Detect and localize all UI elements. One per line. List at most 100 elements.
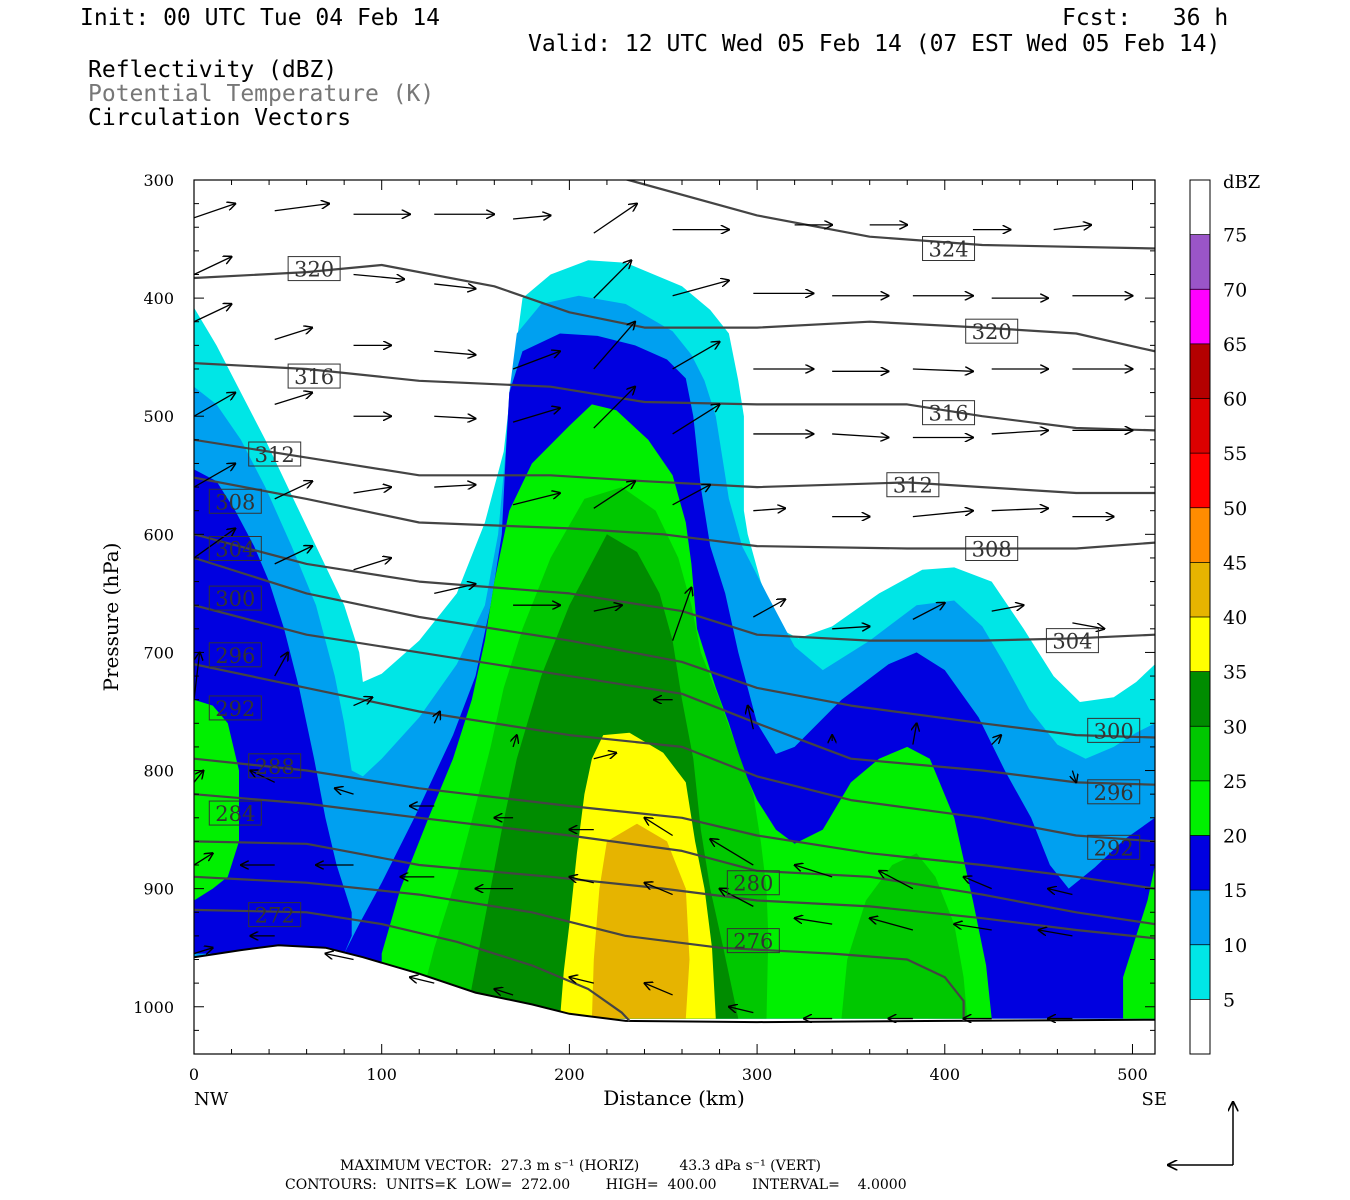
circulation-vector-105 [194, 948, 213, 954]
circulation-vector-66 [912, 603, 945, 620]
contour-label-20: 276 [733, 930, 773, 954]
colorbar-swatch-10 [1190, 453, 1210, 508]
circulation-vector-88 [710, 839, 754, 866]
contour-label-box-13 [208, 642, 262, 668]
circulation-vector-80 [1072, 770, 1076, 783]
contour-labels: 3243203203163163123123083083043043003002… [208, 236, 1141, 954]
contour-label-box-16 [1087, 834, 1141, 860]
contour-label-4: 316 [928, 402, 968, 426]
contour-label-box-8 [965, 535, 1019, 561]
x-tick-label-400: 400 [930, 1065, 961, 1084]
colorbar-swatch-1 [1190, 944, 1210, 1000]
reflectivity-region-25dbz-8 [841, 853, 968, 1019]
y-axis-title: Pressure (hPa) [99, 543, 123, 692]
colorbar-swatch-9 [1190, 507, 1210, 563]
contour-label-box-5 [248, 441, 302, 467]
colorbar-label-25: 25 [1223, 771, 1247, 793]
colorbar-label-75: 75 [1223, 225, 1247, 247]
circulation-vector-68 [1072, 622, 1104, 629]
contour-label-box-7 [208, 488, 262, 514]
circulation-vector-57 [194, 528, 235, 559]
circulation-vector-73 [513, 735, 517, 748]
circulation-vector-108 [410, 977, 435, 984]
circulation-vector-67 [991, 605, 1024, 612]
circulation-vector-63 [672, 587, 692, 641]
contour-label-box-21 [248, 902, 302, 928]
contour-label-box-14 [1087, 779, 1141, 805]
circulation-vector-45 [194, 463, 235, 488]
circulation-vector-64 [753, 599, 785, 618]
plot-frame [193, 179, 1156, 1055]
colorbar-swatch-8 [1190, 562, 1210, 617]
contour-info-note: CONTOURS: UNITS=K LOW= 272.00 HIGH= 400.… [285, 1177, 907, 1193]
contour-label-12: 300 [1094, 719, 1134, 743]
circulation-vector-91 [964, 877, 992, 890]
circulation-vector-30 [912, 369, 973, 371]
x-tick-label-200: 200 [554, 1065, 585, 1084]
circulation-vector-47 [353, 487, 392, 494]
colorbar-label-5: 5 [1223, 989, 1235, 1011]
colorbar-swatch-4 [1190, 780, 1210, 836]
circulation-vector-60 [434, 584, 475, 595]
contour-label-11: 300 [215, 587, 255, 611]
circulation-vector-51 [672, 485, 711, 506]
circulation-vector-24 [434, 351, 475, 355]
colorbar-swatch-11 [1190, 398, 1210, 454]
circulation-vectors [194, 204, 1132, 1019]
contour-label-box-1 [287, 256, 341, 282]
circulation-vector-92 [1048, 889, 1073, 896]
contour-label-box-20 [726, 928, 780, 954]
terrain-mask [194, 945, 1155, 1054]
circulation-vector-41 [832, 434, 888, 438]
axes: 300 400 500 600 700 800 900 1000 0 100 200 300 400 50… [133, 171, 1155, 1084]
colorbar-swatch-14 [1190, 234, 1210, 290]
colorbar: 5 10 15 20 25 30 35 40 45 50 55 60 65 70 75 [1189, 179, 1247, 1055]
field-potential-temperature: Potential Temperature (K) [88, 81, 435, 107]
circulation-vector-34 [274, 393, 313, 406]
circulation-vector-62 [593, 605, 622, 612]
colorbar-label-10: 10 [1223, 935, 1247, 957]
contour-label-box-9 [208, 535, 262, 561]
circulation-vector-33 [194, 393, 235, 417]
circulation-vector-55 [991, 508, 1048, 510]
colorbar-swatch-5 [1190, 726, 1210, 781]
contour-label-19: 280 [733, 872, 773, 896]
circulation-vector-110 [569, 977, 594, 984]
terrain-line [194, 944, 1155, 1054]
theta-contour-292 [194, 663, 1155, 843]
x-axis-title: Distance (km) [603, 1086, 745, 1110]
y-tick-label-800: 800 [143, 762, 174, 781]
theta-contour-284 [194, 793, 1155, 926]
circulation-vector-14 [593, 260, 632, 299]
theta-contour-320 [194, 263, 1155, 353]
circulation-vector-27 [672, 342, 720, 370]
y-tick-label-400: 400 [143, 289, 174, 308]
circulation-vector-87 [644, 818, 673, 837]
contour-label-box-2 [965, 318, 1019, 344]
circulation-vector-48 [434, 485, 475, 487]
theta-contour-276 [194, 875, 965, 1021]
circulation-vector-21 [194, 304, 232, 323]
contour-label-box-3 [287, 363, 341, 389]
colorbar-swatch-6 [1190, 671, 1210, 727]
circulation-vector-74 [593, 753, 617, 760]
theta-contour-316 [194, 362, 1155, 432]
y-tick-label-1000: 1000 [133, 998, 174, 1017]
theta-contour-296 [194, 604, 1155, 786]
contour-label-box-4 [922, 400, 976, 426]
x-tick-label-500: 500 [1117, 1065, 1148, 1084]
theta-contour-272 [194, 908, 631, 1022]
circulation-vector-11 [194, 257, 232, 276]
circulation-vector-59 [353, 558, 392, 571]
contour-label-box-18 [208, 800, 262, 826]
theta-contour-300 [194, 556, 1155, 739]
colorbar-label-50: 50 [1223, 498, 1247, 520]
circulation-vector-83 [335, 788, 354, 794]
colorbar-unit: dBZ [1223, 172, 1260, 193]
circulation-vector-65 [832, 626, 870, 628]
circulation-vector-54 [912, 511, 973, 518]
theta-contour-288 [194, 757, 1155, 890]
contour-label-16: 292 [1094, 836, 1134, 860]
colorbar-label-55: 55 [1223, 443, 1247, 465]
